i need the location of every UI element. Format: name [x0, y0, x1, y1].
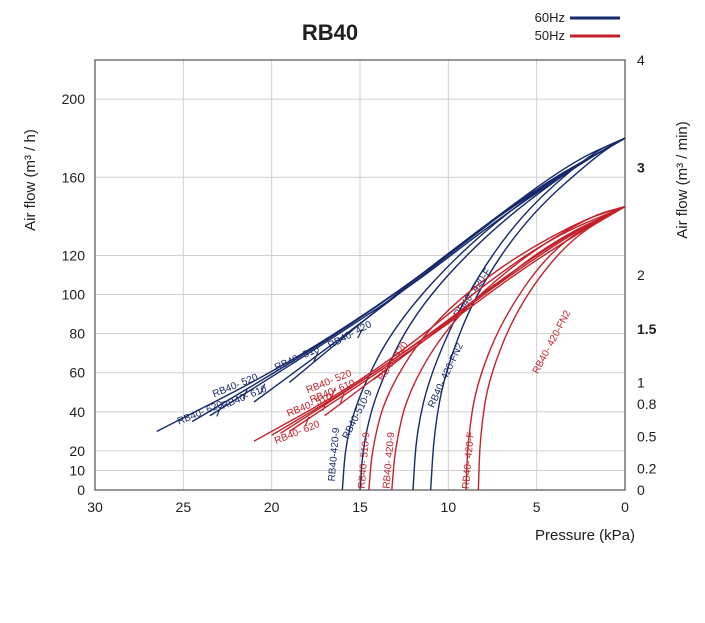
y-left-tick: 10: [69, 462, 85, 478]
y-right-tick: 2: [637, 267, 645, 283]
y-left-tick: 80: [69, 326, 85, 342]
y-left-tick: 160: [62, 169, 86, 185]
performance-chart: RB40- 620RB40- 520RB40- 610RB40- 510RB40…: [0, 0, 705, 623]
y-right-tick: 0.8: [637, 396, 657, 412]
y-left-tick: 60: [69, 365, 85, 381]
y-left-tick: 40: [69, 404, 85, 420]
y-left-tick: 0: [77, 482, 85, 498]
x-tick: 25: [176, 499, 192, 515]
y-right-tick: 0.5: [637, 428, 657, 444]
y-right-tick: 0: [637, 482, 645, 498]
y-left-tick: 100: [62, 287, 86, 303]
legend-label: 50Hz: [535, 28, 565, 43]
legend-label: 60Hz: [535, 10, 565, 25]
y-left-tick: 120: [62, 247, 86, 263]
y-left-tick: 20: [69, 443, 85, 459]
x-tick: 20: [264, 499, 280, 515]
y-right-tick: 1: [637, 375, 645, 391]
x-tick: 5: [533, 499, 541, 515]
y-right-tick: 1.5: [637, 321, 657, 337]
y-left-tick: 200: [62, 91, 86, 107]
x-tick: 10: [441, 499, 457, 515]
x-tick: 30: [87, 499, 103, 515]
y-right-tick: 4: [637, 52, 645, 68]
x-tick: 15: [352, 499, 368, 515]
x-tick: 0: [621, 499, 629, 515]
y-right-tick: 0.2: [637, 461, 657, 477]
y-right-label: Air flow (m³ / min): [674, 121, 691, 239]
y-right-tick: 3: [637, 160, 645, 176]
y-left-label: Air flow (m³ / h): [22, 129, 39, 231]
chart-title: RB40: [302, 20, 358, 45]
x-axis-label: Pressure (kPa): [535, 527, 635, 544]
